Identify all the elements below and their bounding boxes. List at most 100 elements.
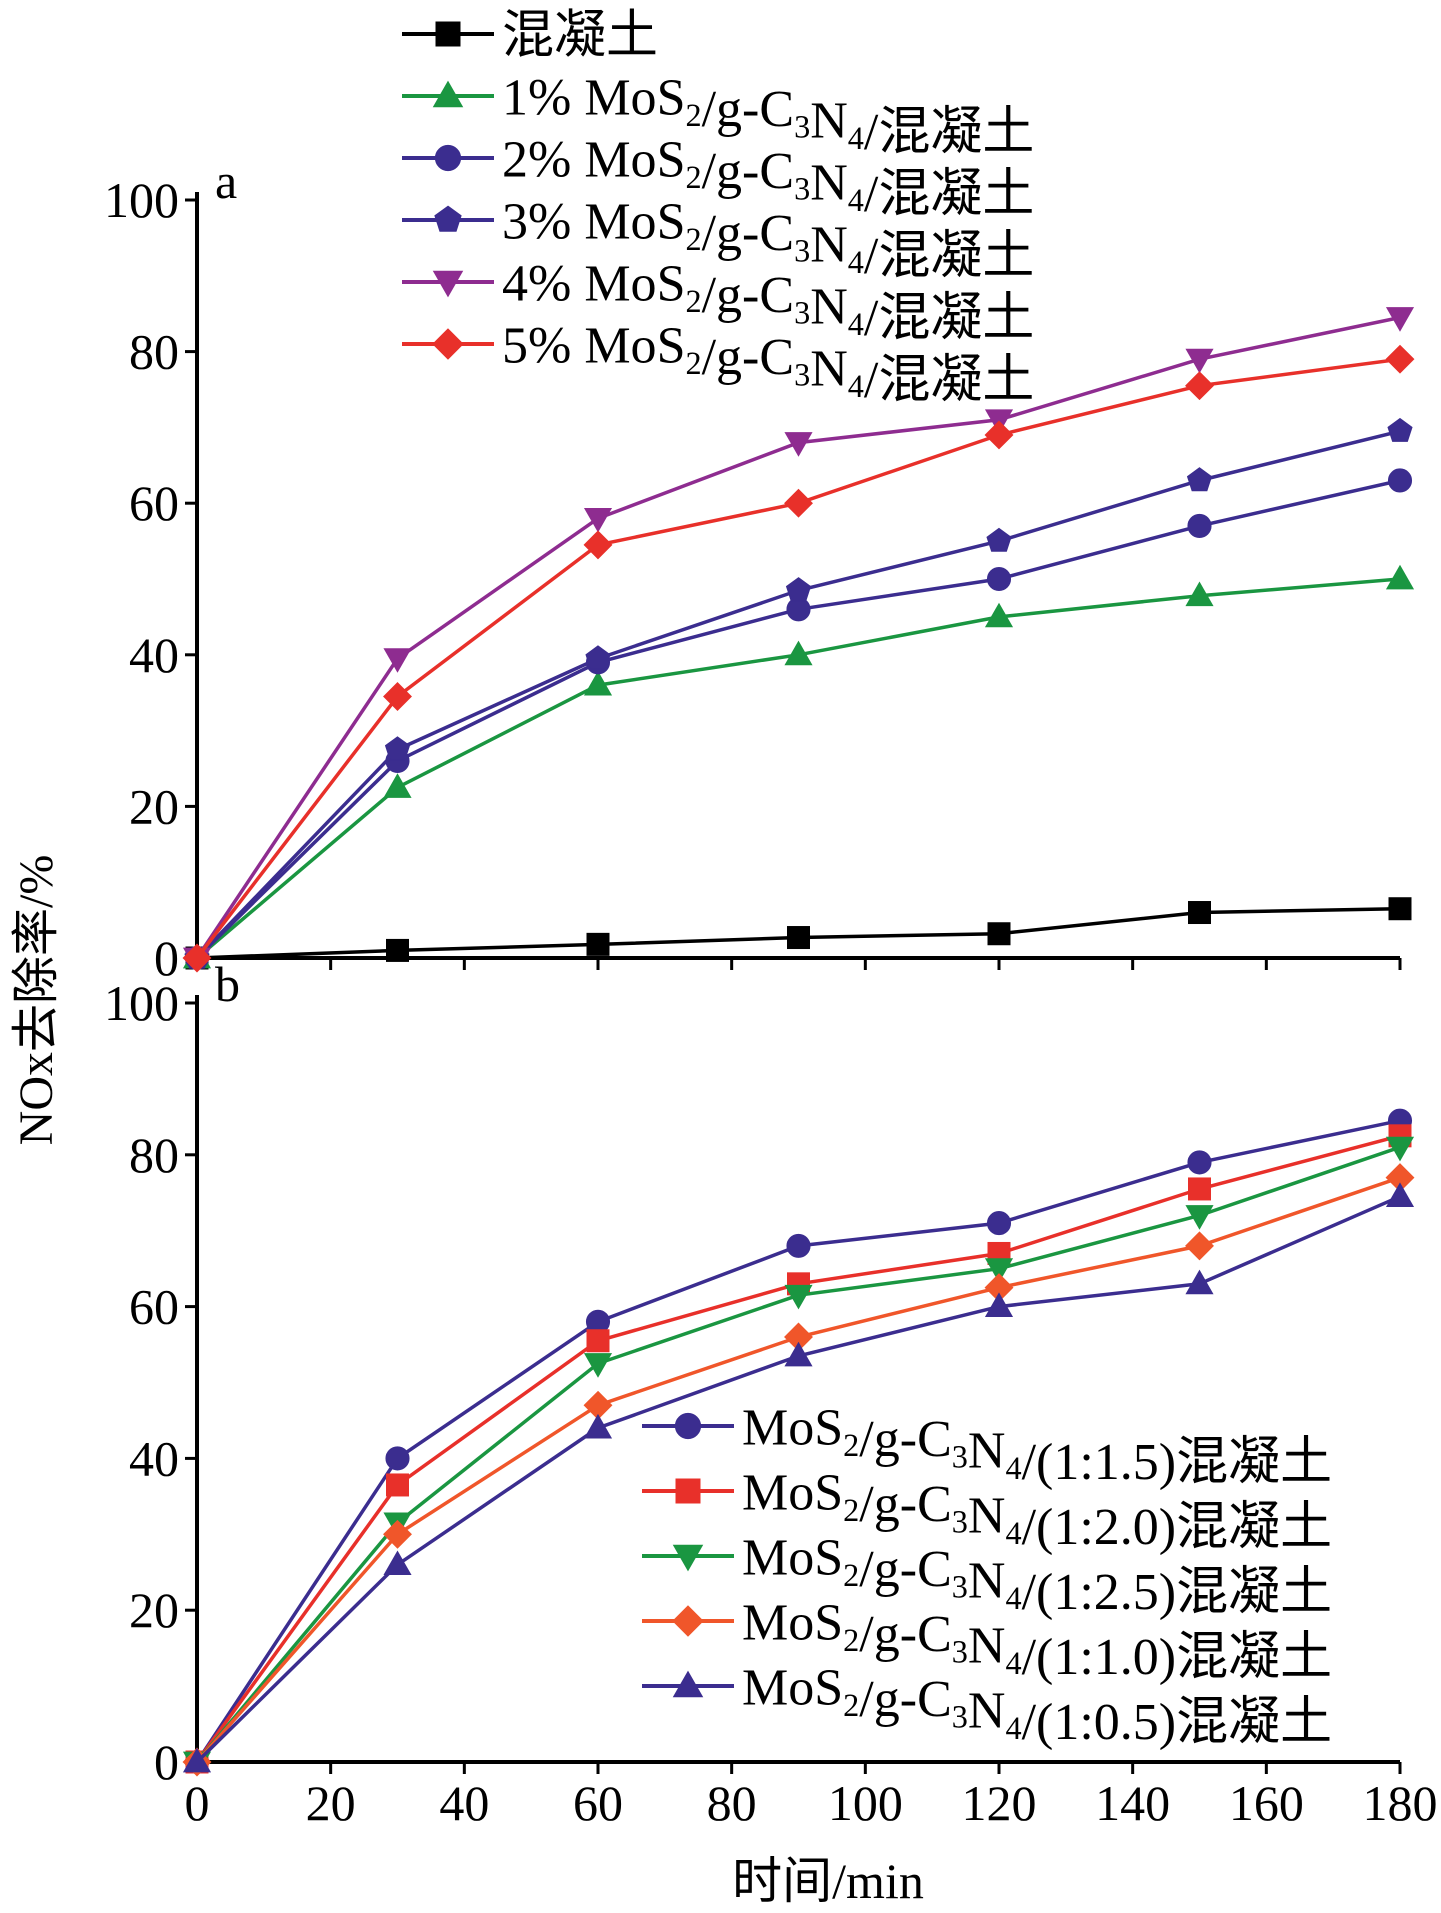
data-point-b-2 (984, 1258, 1014, 1283)
panel-label-a: a (215, 153, 237, 209)
data-point-a-3 (1186, 467, 1213, 492)
data-point-b-1 (386, 1473, 409, 1497)
data-point-a-3 (986, 527, 1012, 552)
data-point-b-4 (1385, 1182, 1415, 1207)
data-point-b-0 (385, 1446, 410, 1471)
x-tick-label-b: 180 (1363, 1775, 1438, 1831)
data-point-a-2 (1387, 468, 1413, 493)
data-point-b-0 (1187, 1150, 1212, 1175)
legend-marker-a-2 (434, 144, 462, 172)
data-point-b-0 (786, 1233, 811, 1258)
y-tick-label-a: 100 (104, 172, 179, 228)
data-point-b-2 (1185, 1205, 1214, 1230)
legend-panel-b: MoS2/g-C3N4/(1:1.5)混凝土MoS2/g-C3N4/(1:2.0… (642, 1400, 1332, 1751)
x-tick-label-b: 160 (1229, 1775, 1304, 1831)
data-point-a-3 (384, 736, 411, 761)
y-tick-label-b: 100 (104, 975, 179, 1031)
legend-label-b-4: MoS2/g-C3N4/(1:0.5)混凝土 (742, 1660, 1332, 1751)
x-tick-label-b: 40 (439, 1775, 489, 1831)
legend-label-a-0: 混凝土 (502, 8, 658, 65)
x-axis-label: 时间/min (732, 1853, 924, 1909)
x-tick-label-b: 0 (185, 1775, 210, 1831)
data-point-a-4 (1385, 307, 1415, 332)
data-point-b-4 (182, 1747, 212, 1773)
data-point-a-1 (1385, 564, 1415, 590)
y-tick-label-b: 40 (129, 1430, 179, 1486)
x-tick-label-b: 80 (707, 1775, 757, 1831)
data-point-a-4 (784, 432, 813, 457)
data-point-a-0 (1188, 901, 1211, 925)
data-point-a-2 (986, 566, 1012, 592)
legend-marker-a-3 (434, 205, 462, 232)
y-tick-label-a: 20 (129, 778, 179, 834)
data-point-a-2 (1187, 513, 1212, 538)
x-tick-label-b: 100 (828, 1775, 903, 1831)
data-point-b-3 (1185, 1231, 1214, 1261)
data-point-a-5 (182, 943, 212, 973)
data-point-a-0 (787, 926, 810, 950)
x-tick-label-b: 60 (573, 1775, 623, 1831)
data-point-a-3 (1387, 417, 1413, 442)
y-tick-label-b: 80 (129, 1127, 179, 1183)
data-point-a-1 (583, 670, 613, 696)
legend-label-b-2: MoS2/g-C3N4/(1:2.5)混凝土 (742, 1530, 1332, 1621)
data-point-a-5 (1185, 371, 1214, 401)
data-point-a-0 (987, 922, 1011, 946)
data-point-a-2 (786, 597, 811, 622)
data-point-a-0 (586, 932, 610, 956)
data-point-a-5 (984, 420, 1014, 450)
y-tick-label-a: 60 (129, 475, 179, 531)
y-tick-label-b: 60 (129, 1279, 179, 1335)
data-point-b-2 (784, 1284, 813, 1310)
legend-label-a-5: 5% MoS2/g-C3N4/混凝土 (502, 318, 1034, 409)
series-line-a-2 (195, 478, 1401, 960)
data-point-b-4 (1185, 1269, 1214, 1295)
data-point-a-0 (1388, 897, 1412, 921)
data-point-a-1 (984, 602, 1014, 628)
y-axis-label: NOx去除率/% (10, 855, 63, 1146)
series-line-a-4 (195, 315, 1401, 959)
data-point-b-3 (383, 1519, 412, 1549)
data-point-a-5 (784, 488, 813, 518)
legend-label-a-1: 1% MoS2/g-C3N4/混凝土 (502, 70, 1034, 161)
data-point-b-4 (383, 1550, 412, 1576)
x-tick-label-b: 140 (1095, 1775, 1170, 1831)
data-point-a-3 (785, 577, 812, 602)
legend-label-a-4: 4% MoS2/g-C3N4/混凝土 (502, 256, 1034, 347)
data-point-a-0 (386, 938, 409, 962)
panel-a: 0 20 40 60 80 100 a (104, 153, 1415, 986)
panel-label-b: b (215, 956, 240, 1012)
legend-marker-a-0 (435, 21, 461, 47)
y-tick-label-a: 80 (129, 324, 179, 380)
y-tick-label-b: 20 (129, 1582, 179, 1638)
data-point-b-1 (1188, 1177, 1211, 1201)
data-point-a-3 (585, 645, 611, 670)
data-point-b-2 (583, 1353, 613, 1378)
legend-label-a-2: 2% MoS2/g-C3N4/混凝土 (502, 132, 1034, 223)
data-point-b-2 (1385, 1136, 1415, 1162)
y-tick-label-b: 0 (154, 1734, 179, 1790)
data-point-b-0 (986, 1211, 1012, 1236)
legend-marker-b-0 (674, 1412, 702, 1440)
data-point-a-4 (583, 507, 613, 533)
legend-marker-b-1 (675, 1478, 701, 1504)
legend-marker-b-4 (672, 1670, 704, 1698)
legend-marker-a-5 (432, 328, 464, 360)
data-point-a-4 (1185, 348, 1214, 374)
data-point-a-4 (383, 648, 412, 673)
legend-marker-a-4 (432, 270, 464, 298)
y-tick-label-a: 40 (129, 627, 179, 683)
data-point-b-4 (784, 1341, 813, 1367)
data-point-b-1 (586, 1329, 610, 1353)
data-point-b-4 (984, 1292, 1014, 1317)
data-point-a-5 (583, 530, 613, 560)
legend-label-b-1: MoS2/g-C3N4/(1:2.0)混凝土 (742, 1465, 1332, 1556)
legend-marker-b-3 (672, 1605, 704, 1637)
y-tick-label-a: 0 (154, 930, 179, 986)
x-tick-label-b: 20 (306, 1775, 356, 1831)
data-point-a-1 (784, 640, 813, 666)
legend-marker-b-2 (672, 1544, 704, 1572)
data-point-a-5 (1385, 344, 1415, 374)
